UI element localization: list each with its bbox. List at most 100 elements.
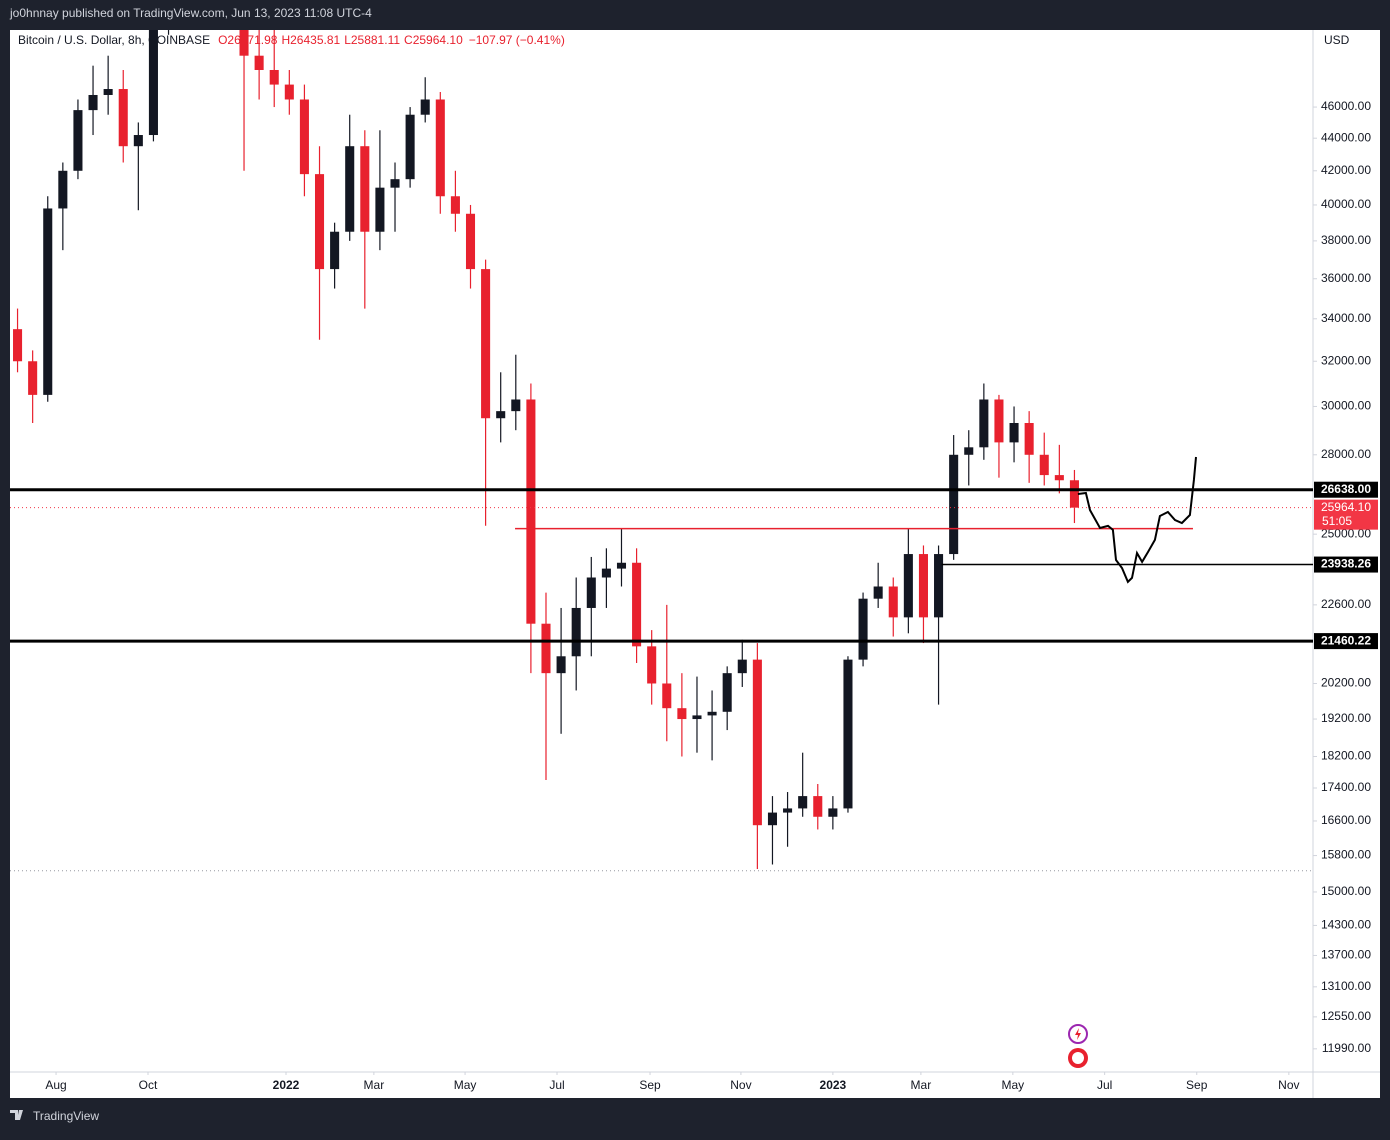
x-tick-label: Sep [1186,1078,1208,1092]
y-tick-label: 15000.00 [1321,884,1371,898]
candle-body [677,708,687,720]
candle-body [481,269,491,419]
candle-body [888,586,898,618]
candle-body [586,577,596,608]
candle-body [375,187,385,232]
y-tick-label: 13100.00 [1321,979,1371,993]
y-tick-label: 42000.00 [1321,163,1371,177]
candle-body [314,174,325,270]
y-tick-label: 38000.00 [1321,233,1371,247]
tv-logo: TradingView [10,1109,99,1123]
y-tick-label: 13700.00 [1321,948,1371,962]
x-tick-label: Sep [639,1078,661,1092]
x-tick-label: Nov [1278,1078,1299,1092]
x-tick-label: Oct [139,1078,158,1092]
x-tick-label: Mar [364,1078,385,1092]
y-tick-label: 16600.00 [1321,813,1371,827]
candle-body [73,110,83,171]
candle-body [1024,422,1034,455]
symbol: Bitcoin / U.S. Dollar, 8h, COINBASE [18,33,210,47]
candle-body [345,146,355,232]
candle-body [435,99,445,197]
y-tick-label: 18200.00 [1321,749,1371,763]
candle-body [722,673,732,712]
candle-body [1054,475,1064,481]
projection-line [1077,456,1197,584]
x-tick-label: Nov [730,1078,751,1092]
axes: 46000.00 44000.00 42000.00 40000.00 38000.00… [45,99,1378,1092]
y-tick-label: 17400.00 [1321,780,1371,794]
candle-body [299,99,309,175]
candle-body [737,659,747,674]
brand: TradingView [33,1109,99,1123]
y-tick-label: 30000.00 [1321,399,1371,413]
level-label-box [1314,481,1378,498]
candle-body [43,208,53,395]
candle-body [88,94,98,111]
candle-body [813,796,823,817]
candle-body [1039,454,1049,476]
candle-body [269,69,279,85]
candle-body [28,361,38,395]
candle-body [662,683,672,709]
ohlc: L25881.11 [344,33,400,47]
level-label-box [1314,556,1378,573]
y-tick-label: 40000.00 [1321,197,1371,211]
x-tick-label: 2023 [820,1078,847,1092]
candle-body [616,562,627,569]
current-price-label: 25964.10 [1321,500,1371,514]
y-tick-label: 36000.00 [1321,271,1371,285]
candle-body [767,812,778,826]
candle-body [496,411,506,419]
candle-body [526,399,536,624]
candle-body [918,554,928,618]
candle-body [632,562,642,647]
candle-body [148,30,158,136]
x-tick-label: Aug [45,1078,66,1092]
candle-body [284,84,294,100]
candle-body [601,568,611,578]
change: −107.97 (−0.41%) [469,33,565,47]
y-tick-label: 25000.00 [1321,526,1371,540]
level-label: 21460.22 [1321,633,1371,647]
candle-body [858,598,868,660]
candle-body [450,196,460,214]
x-tick-label: Jul [1097,1078,1112,1092]
candle-body [979,399,989,448]
candle-body [13,329,23,362]
candle-body [465,213,476,270]
candle-body [964,447,974,455]
candle-body [843,659,853,809]
plot-area [10,30,1313,872]
candle-body [798,796,808,809]
y-tick-label: 20200.00 [1321,676,1371,690]
candle-body [707,711,717,716]
y-tick-label: 15800.00 [1321,848,1371,862]
y-tick-label: 46000.00 [1321,99,1371,113]
candle-body [1069,480,1079,508]
candle-body [556,656,566,674]
candle-body [949,454,959,555]
level-label-box [1314,633,1378,650]
candle-body [783,808,793,813]
candle-body [420,99,430,115]
event-icons [1068,1024,1088,1068]
ohlc: C25964.10 [404,33,463,47]
candle-body [934,554,944,618]
x-tick-label: May [454,1078,477,1092]
candle-body [752,659,762,826]
x-tick-label: Mar [911,1078,932,1092]
candle-body [1009,422,1019,443]
y-tick-label: 19200.00 [1321,711,1371,725]
candle-body [360,146,370,232]
chart-legend: Bitcoin / U.S. Dollar, 8h, COINBASEO2607… [18,33,565,47]
candle-body [103,89,113,95]
candle-body [873,586,883,599]
candle-body [118,89,128,147]
y-tick-label: 12550.00 [1321,1009,1371,1023]
candle-body [541,623,551,674]
candle-body [58,170,68,209]
candle-body [239,30,249,56]
